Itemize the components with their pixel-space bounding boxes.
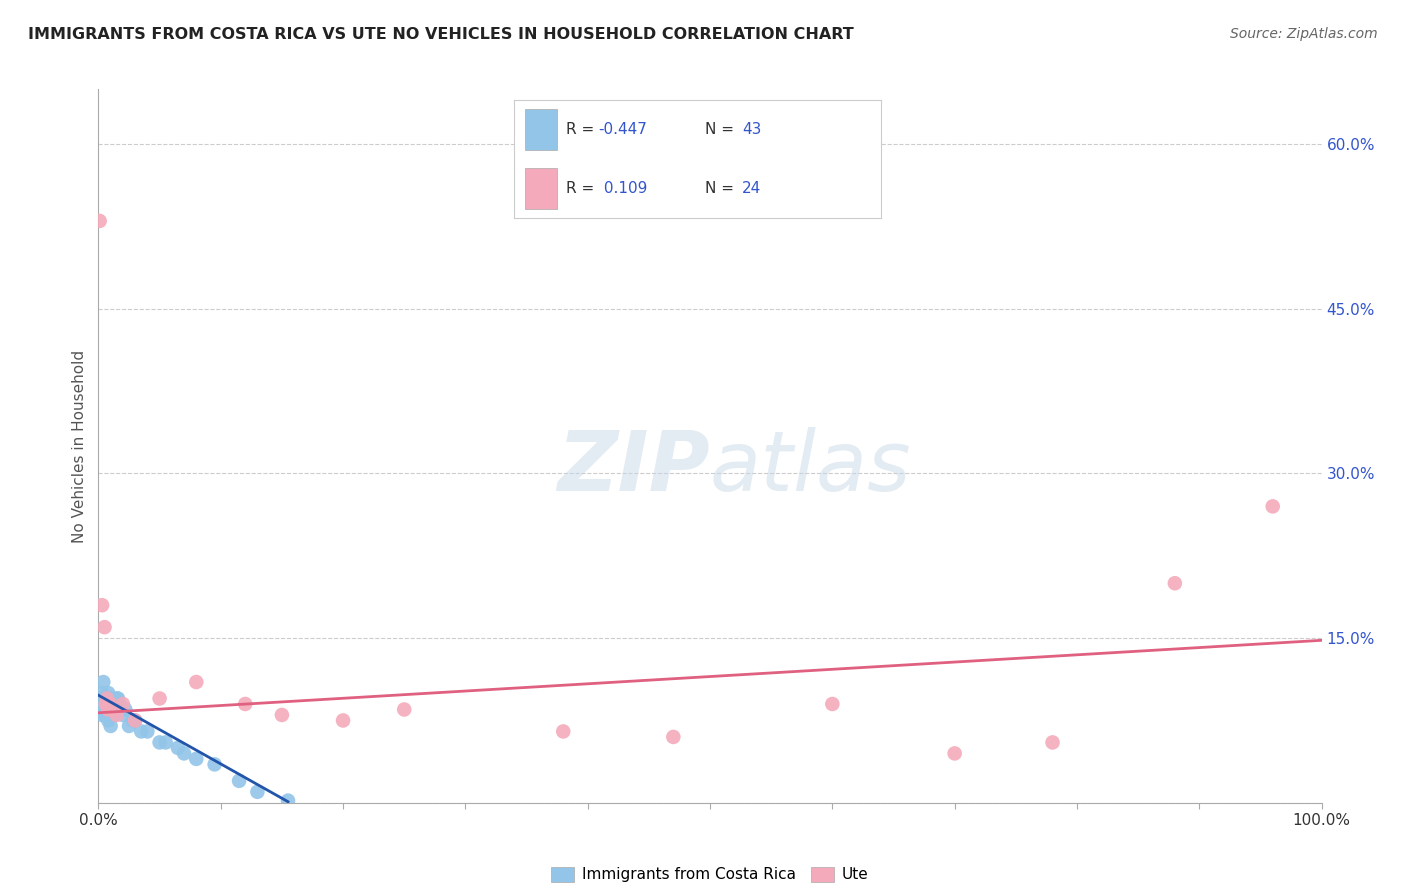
Point <box>270 708 294 723</box>
Point <box>96 691 118 706</box>
Point <box>1261 500 1284 514</box>
Point <box>124 714 146 728</box>
Text: ZIP: ZIP <box>557 427 710 508</box>
Point <box>246 785 269 799</box>
Point <box>110 702 132 716</box>
Text: IMMIGRANTS FROM COSTA RICA VS UTE NO VEHICLES IN HOUSEHOLD CORRELATION CHART: IMMIGRANTS FROM COSTA RICA VS UTE NO VEH… <box>28 27 853 42</box>
Point <box>821 697 844 711</box>
Point <box>136 724 159 739</box>
Point <box>167 740 190 755</box>
Point <box>93 620 115 634</box>
Point <box>101 702 124 716</box>
Point <box>101 708 124 723</box>
Point <box>101 702 124 716</box>
Point <box>94 697 117 711</box>
Legend: Immigrants from Costa Rica, Ute: Immigrants from Costa Rica, Ute <box>546 861 875 888</box>
Point <box>97 714 120 728</box>
Point <box>111 697 134 711</box>
Point <box>100 708 122 723</box>
Point <box>94 697 117 711</box>
Point <box>233 697 256 711</box>
Point <box>101 697 124 711</box>
Point <box>121 714 143 728</box>
Point <box>943 747 966 761</box>
Point <box>100 697 122 711</box>
Point <box>97 686 120 700</box>
Point <box>111 708 134 723</box>
Point <box>103 697 125 711</box>
Point <box>392 702 416 716</box>
Point <box>149 691 172 706</box>
Point <box>98 697 121 711</box>
Point <box>173 747 195 761</box>
Point <box>662 730 685 744</box>
Text: atlas: atlas <box>710 427 911 508</box>
Point <box>114 702 136 716</box>
Point <box>96 702 118 716</box>
Point <box>118 719 141 733</box>
Point <box>553 724 575 739</box>
Point <box>98 702 121 716</box>
Point <box>204 757 226 772</box>
Point <box>89 214 111 228</box>
Point <box>105 691 128 706</box>
Point <box>149 735 172 749</box>
Point <box>104 702 127 716</box>
Point <box>97 702 120 716</box>
Point <box>107 691 129 706</box>
Point <box>100 719 122 733</box>
Point <box>228 773 250 788</box>
Point <box>90 702 112 716</box>
Point <box>277 794 299 808</box>
Point <box>186 752 208 766</box>
Point <box>91 675 114 690</box>
Point <box>100 691 122 706</box>
Y-axis label: No Vehicles in Household: No Vehicles in Household <box>72 350 87 542</box>
Point <box>124 714 146 728</box>
Point <box>155 735 177 749</box>
Point <box>91 708 114 723</box>
Point <box>94 708 117 723</box>
Point <box>1042 735 1064 749</box>
Point <box>186 675 208 690</box>
Point <box>332 714 354 728</box>
Point <box>96 691 118 706</box>
Point <box>93 691 115 706</box>
Point <box>1164 576 1187 591</box>
Point <box>129 724 152 739</box>
Point <box>105 708 128 723</box>
Point <box>91 686 114 700</box>
Text: Source: ZipAtlas.com: Source: ZipAtlas.com <box>1230 27 1378 41</box>
Point <box>91 598 114 612</box>
Point <box>108 697 131 711</box>
Point <box>89 691 111 706</box>
Point <box>93 702 115 716</box>
